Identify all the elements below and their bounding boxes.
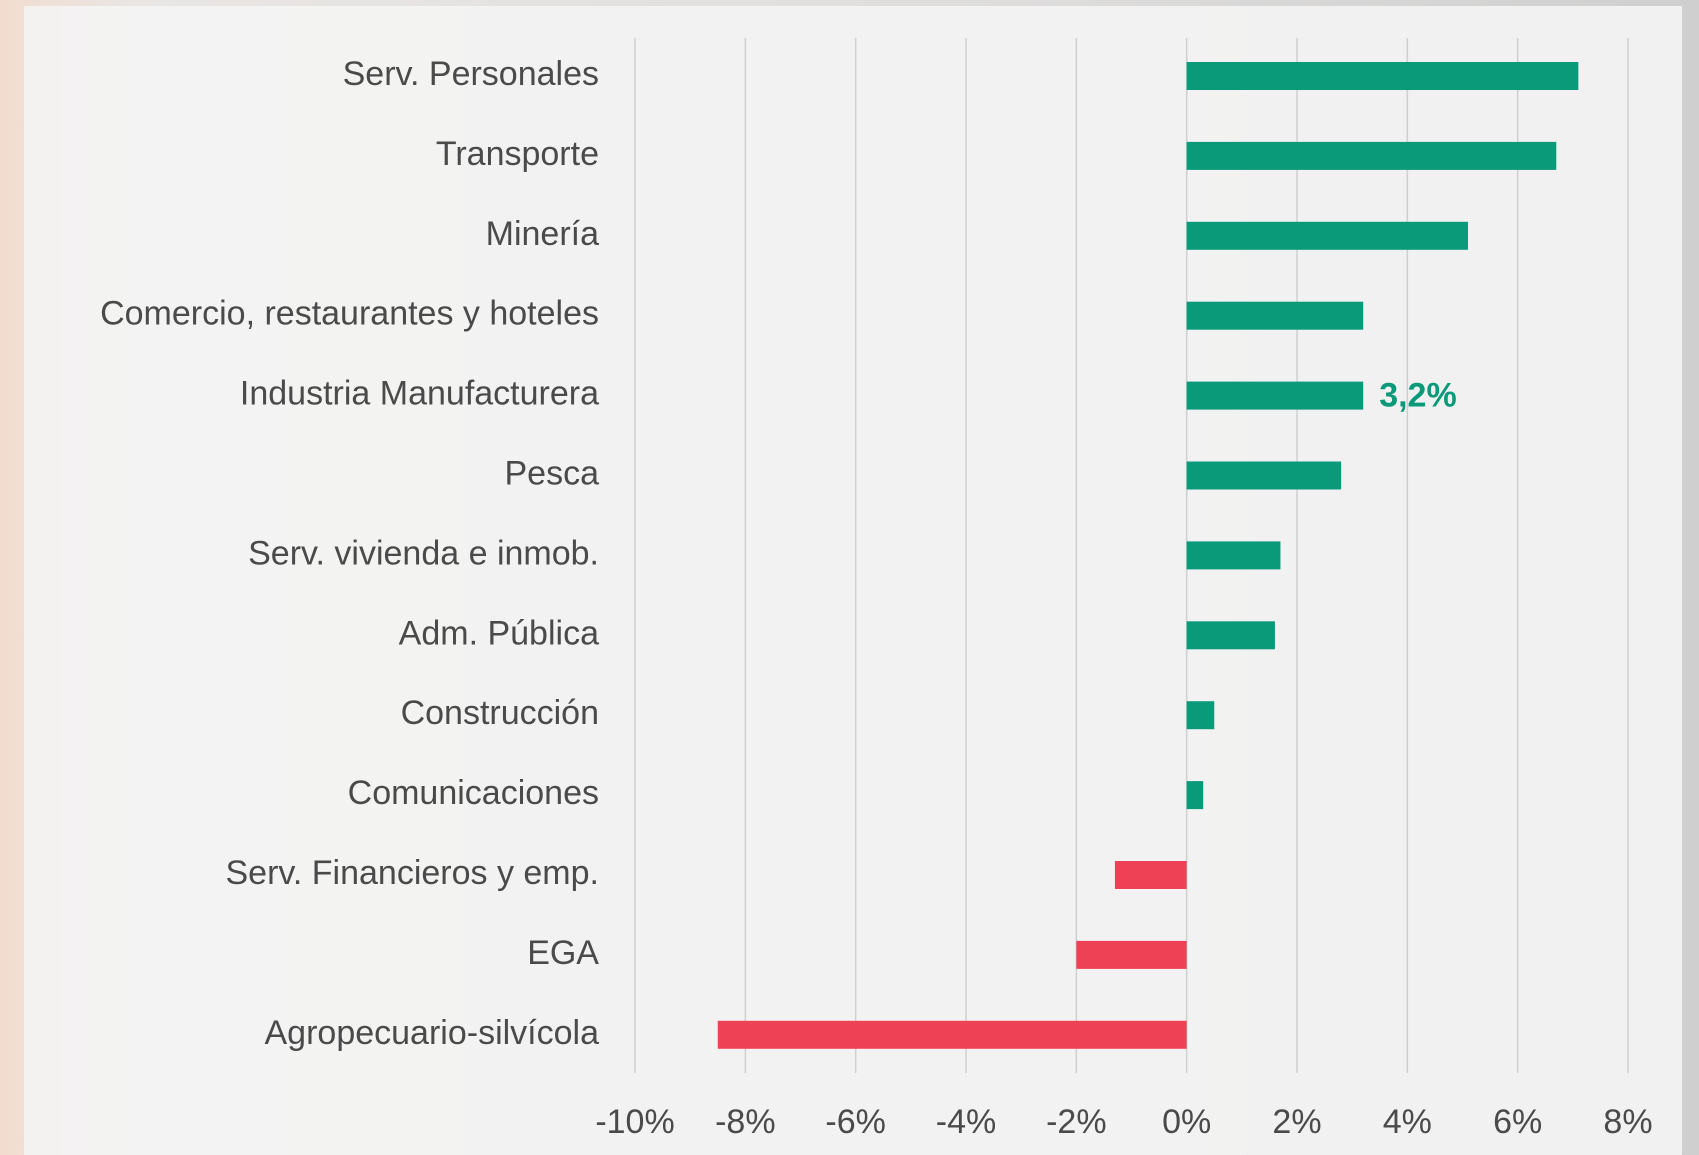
bar [1187,222,1468,250]
y-tick-label: Pesca [505,454,600,492]
y-tick-label: Construcción [401,694,599,732]
bar [1187,302,1364,330]
bar [1115,861,1187,889]
x-tick-label: -2% [1046,1103,1106,1141]
bar [1187,142,1557,170]
y-tick-label: Serv. vivienda e inmob. [248,534,599,572]
x-tick-label: -4% [936,1103,996,1141]
chart-panel [24,6,1682,1155]
y-tick-label: Minería [486,215,599,253]
y-tick-label: Serv. Personales [343,55,599,93]
y-tick-label: Adm. Pública [399,614,599,652]
y-tick-label: Comunicaciones [348,774,599,812]
y-tick-label: EGA [527,934,599,972]
x-tick-label: 6% [1493,1103,1542,1141]
bar [1187,462,1341,490]
bar [1187,781,1204,809]
data-label: 3,2% [1379,377,1457,415]
x-tick-label: -8% [715,1103,775,1141]
page: -10% -8% -6% -4% -2% 0% 2% 4% 6% 8% Serv. Personal… [0,0,1699,1155]
x-tick-label: 0% [1162,1103,1211,1141]
chart: -10% -8% -6% -4% -2% 0% 2% 4% 6% 8% Serv. Personal… [0,0,1699,1155]
y-tick-label: Industria Manufacturera [240,375,599,413]
y-tick-label: Serv. Financieros y emp. [225,854,599,892]
bar [1187,541,1281,569]
bar [1187,701,1215,729]
y-tick-label: Comercio, restaurantes y hoteles [100,295,599,333]
bar [1187,621,1275,649]
bar [1076,941,1186,969]
y-tick-label: Agropecuario-silvícola [265,1014,600,1052]
bar [1187,62,1579,90]
x-tick-label: 2% [1272,1103,1321,1141]
x-tick-label: 8% [1603,1103,1652,1141]
x-tick-label: 4% [1383,1103,1432,1141]
bar [1187,382,1364,410]
y-tick-label: Transporte [436,135,599,173]
x-tick-label: -6% [825,1103,885,1141]
bar [718,1021,1187,1049]
x-tick-label: -10% [595,1103,674,1141]
